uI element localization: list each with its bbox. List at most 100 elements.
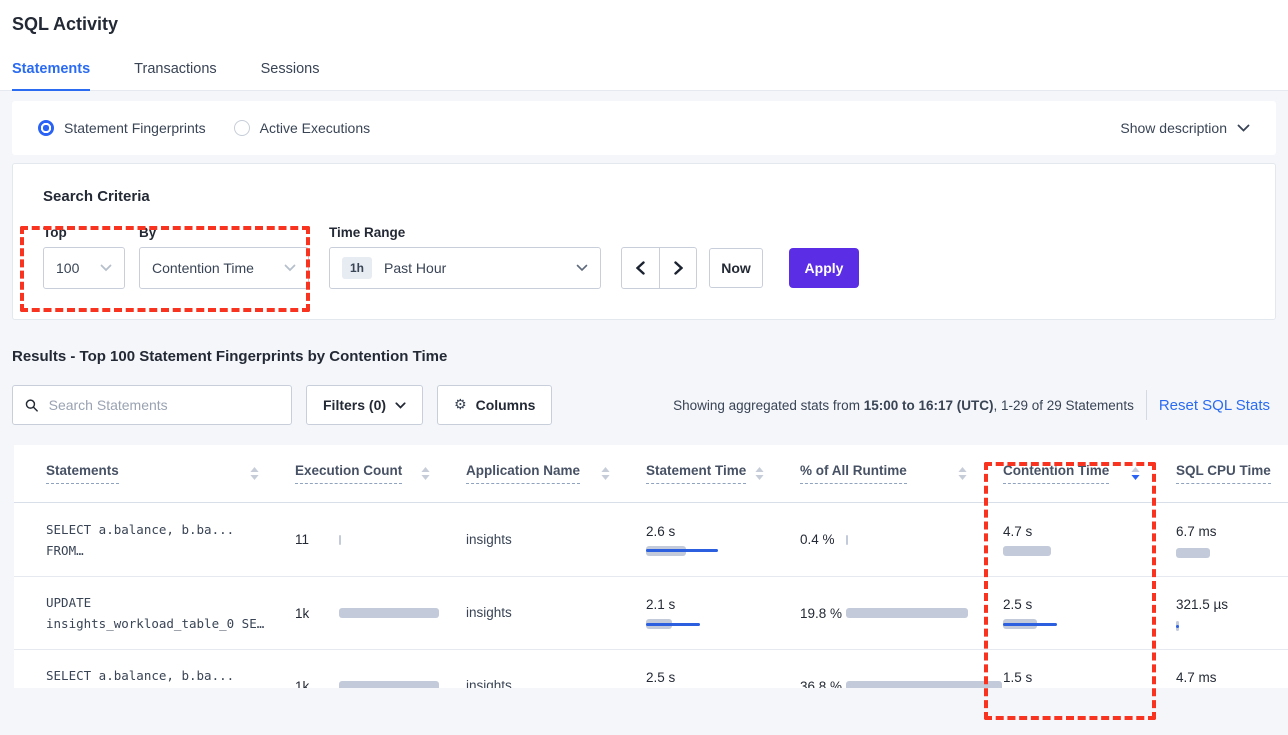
time-range-badge: 1h bbox=[342, 257, 373, 279]
filters-label: Filters (0) bbox=[323, 397, 387, 413]
search-statements-box[interactable] bbox=[12, 385, 292, 425]
execution-count-value: 11 bbox=[295, 532, 310, 547]
chevron-down-icon bbox=[576, 264, 588, 272]
top-label: Top bbox=[43, 225, 67, 240]
chevron-down-icon bbox=[1237, 124, 1250, 132]
time-range-value: Past Hour bbox=[384, 260, 447, 276]
contention-time-value: 4.7 s bbox=[1003, 523, 1033, 539]
table-row[interactable]: SELECT a.balance, b.ba... FROM… 1k insig… bbox=[14, 650, 1288, 688]
execution-count-bar bbox=[339, 681, 439, 688]
time-prev-button[interactable] bbox=[622, 248, 659, 288]
contention-time-cell: 2.5 s bbox=[1003, 597, 1176, 629]
col-header-pct-all-runtime[interactable]: % of All Runtime bbox=[800, 463, 1003, 484]
chevron-down-icon bbox=[395, 401, 406, 409]
radio-active-executions[interactable]: Active Executions bbox=[233, 120, 371, 136]
sort-icon-active-desc[interactable] bbox=[1131, 467, 1140, 480]
view-toggle-card: Statement Fingerprints Active Executions… bbox=[12, 101, 1276, 155]
time-next-button[interactable] bbox=[659, 248, 696, 288]
runtime-pct-cell: 36.8 % bbox=[800, 677, 1003, 689]
search-criteria-heading: Search Criteria bbox=[43, 188, 150, 205]
contention-time-value: 2.5 s bbox=[1003, 597, 1033, 612]
radio-label: Active Executions bbox=[259, 120, 371, 136]
time-range-select[interactable]: 1h Past Hour bbox=[329, 247, 601, 289]
columns-label: Columns bbox=[475, 397, 536, 413]
radio-selected-icon[interactable] bbox=[38, 120, 54, 136]
gear-icon: ⚙ bbox=[454, 397, 467, 413]
col-header-label[interactable]: Application Name bbox=[466, 463, 581, 484]
top-select[interactable]: 100 bbox=[43, 247, 125, 289]
tab-bar: Statements Transactions Sessions bbox=[0, 61, 1288, 91]
sql-cpu-time-cell: 321.5 µs bbox=[1176, 595, 1288, 631]
application-name-cell: insights bbox=[466, 677, 646, 688]
radio-unselected-icon[interactable] bbox=[233, 120, 250, 136]
time-range-label: Time Range bbox=[329, 225, 406, 240]
statement-line1: SELECT a.balance, b.ba... bbox=[46, 668, 235, 683]
now-button[interactable]: Now bbox=[709, 248, 763, 288]
radio-statement-fingerprints[interactable]: Statement Fingerprints bbox=[38, 120, 206, 136]
statement-fingerprint-link[interactable]: UPDATE insights_workload_table_0 SE… bbox=[46, 592, 295, 634]
contention-time-cell: 4.7 s bbox=[1003, 524, 1176, 556]
apply-button[interactable]: Apply bbox=[789, 248, 859, 288]
statement-time-value: 2.1 s bbox=[646, 597, 676, 612]
tab-statements[interactable]: Statements bbox=[12, 61, 91, 91]
tab-transactions[interactable]: Transactions bbox=[134, 61, 217, 77]
chevron-left-icon bbox=[636, 261, 645, 275]
statement-fingerprint-link[interactable]: SELECT a.balance, b.ba... FROM… bbox=[46, 519, 295, 561]
execution-count-bar bbox=[339, 608, 439, 618]
sort-icon[interactable] bbox=[250, 467, 259, 480]
col-header-statement-time[interactable]: Statement Time bbox=[646, 463, 800, 484]
statement-line2: FROM… bbox=[46, 686, 295, 688]
col-header-contention-time[interactable]: Contention Time bbox=[1003, 463, 1176, 484]
table-row[interactable]: UPDATE insights_workload_table_0 SE… 1k … bbox=[14, 577, 1288, 650]
toolbar-divider bbox=[1145, 390, 1147, 420]
sort-icon[interactable] bbox=[958, 467, 967, 480]
sql-cpu-time-value: 6.7 ms bbox=[1176, 523, 1217, 539]
results-heading: Results - Top 100 Statement Fingerprints… bbox=[12, 348, 448, 365]
chevron-right-icon bbox=[673, 261, 683, 275]
contention-time-value: 1.5 s bbox=[1003, 670, 1033, 685]
sort-icon[interactable] bbox=[601, 467, 610, 480]
showing-range: 15:00 to 16:17 (UTC) bbox=[863, 397, 994, 413]
col-header-label[interactable]: Statements bbox=[46, 463, 119, 484]
execution-count-cell: 1k bbox=[295, 606, 466, 621]
application-name-cell: insights bbox=[466, 604, 646, 622]
sql-cpu-time-bar bbox=[1176, 547, 1288, 558]
statement-line2: insights_workload_table_0 SE… bbox=[46, 616, 265, 631]
runtime-pct-bar bbox=[846, 608, 968, 618]
col-header-execution-count[interactable]: Execution Count bbox=[295, 463, 466, 484]
col-header-statements[interactable]: Statements bbox=[46, 463, 295, 484]
sort-icon[interactable] bbox=[421, 467, 430, 480]
reset-sql-stats-link[interactable]: Reset SQL Stats bbox=[1158, 396, 1270, 414]
runtime-pct-cell: 0.4 % bbox=[800, 530, 1003, 549]
table-row[interactable]: SELECT a.balance, b.ba... FROM… 11 insig… bbox=[14, 503, 1288, 577]
col-header-label[interactable]: Statement Time bbox=[646, 463, 747, 484]
col-header-label[interactable]: SQL CPU Time bbox=[1176, 463, 1271, 484]
show-description-label: Show description bbox=[1120, 120, 1227, 136]
statement-fingerprint-link[interactable]: SELECT a.balance, b.ba... FROM… bbox=[46, 665, 295, 688]
col-header-label[interactable]: % of All Runtime bbox=[800, 463, 907, 484]
col-header-label[interactable]: Contention Time bbox=[1003, 463, 1110, 484]
runtime-pct-bar bbox=[846, 681, 1002, 688]
results-toolbar: Filters (0) ⚙ Columns Showing aggregated… bbox=[12, 385, 1276, 425]
sort-icon[interactable] bbox=[755, 467, 764, 480]
show-description-toggle[interactable]: Show description bbox=[1120, 120, 1250, 136]
col-header-application-name[interactable]: Application Name bbox=[466, 463, 646, 484]
view-mode-radio-group: Statement Fingerprints Active Executions bbox=[38, 120, 370, 136]
chevron-down-icon bbox=[284, 264, 296, 272]
contention-time-cell: 1.5 s bbox=[1003, 670, 1176, 688]
by-field: By Contention Time bbox=[125, 225, 309, 289]
search-statements-input[interactable] bbox=[48, 397, 279, 413]
tab-sessions[interactable]: Sessions bbox=[260, 61, 320, 77]
col-header-label[interactable]: Execution Count bbox=[295, 463, 403, 484]
filters-button[interactable]: Filters (0) bbox=[306, 385, 424, 425]
col-header-sql-cpu-time[interactable]: SQL CPU Time bbox=[1176, 463, 1288, 484]
runtime-pct-cell: 19.8 % bbox=[800, 604, 1003, 623]
columns-button[interactable]: ⚙ Columns bbox=[437, 385, 553, 425]
execution-count-cell: 11 bbox=[295, 532, 466, 547]
by-select[interactable]: Contention Time bbox=[139, 247, 309, 289]
showing-suffix: , 1-29 of 29 Statements bbox=[993, 397, 1134, 413]
sql-cpu-time-value: 321.5 µs bbox=[1176, 597, 1229, 612]
runtime-pct-value: 36.8 % bbox=[800, 678, 843, 689]
statement-time-bar bbox=[646, 619, 800, 629]
application-name-value: insights bbox=[466, 605, 512, 620]
